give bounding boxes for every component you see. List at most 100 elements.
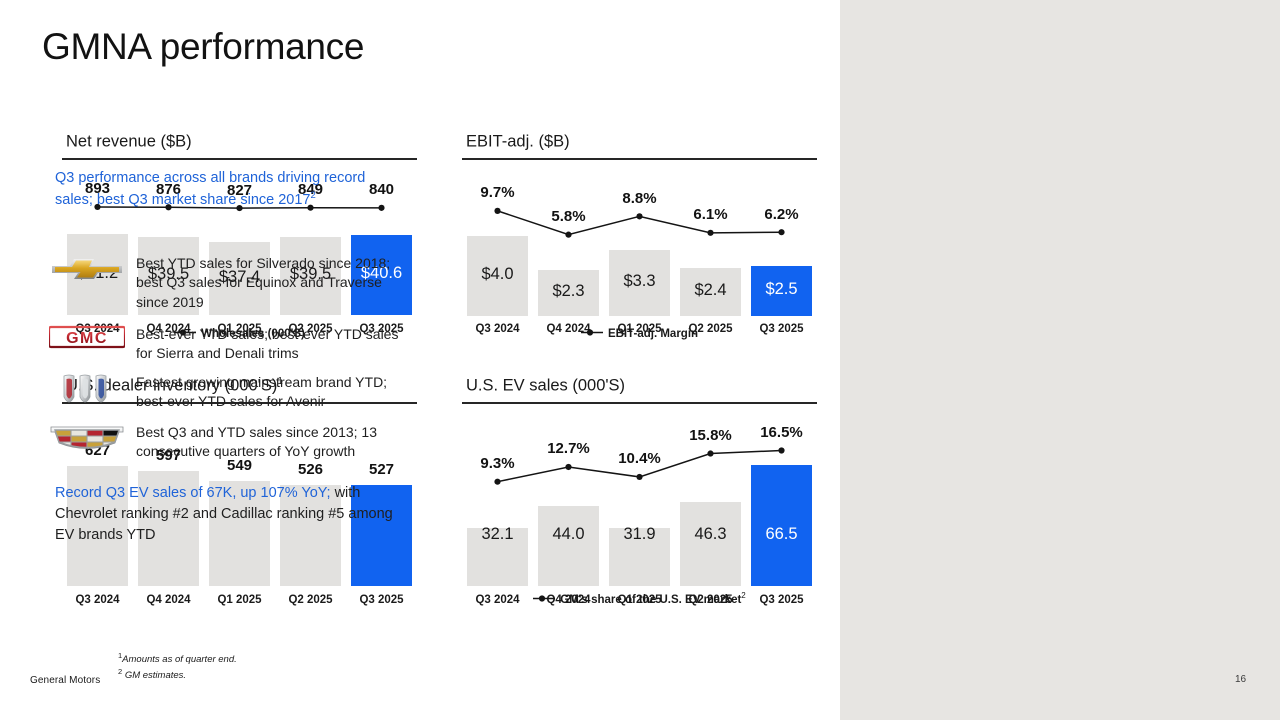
brand-text: Best-ever YTD sales; best-ever YTD sales… bbox=[136, 326, 399, 362]
bar-value-label: $40.6 bbox=[360, 264, 403, 283]
bar-ebit-adj-0 bbox=[467, 235, 528, 316]
bar-ebit-adj-3 bbox=[680, 267, 741, 316]
bar-ev-sales-4 bbox=[751, 465, 812, 587]
footnote-2: 2 GM estimates. bbox=[118, 667, 237, 683]
line-point-label: 827 bbox=[226, 181, 253, 199]
chart-title-text: U.S. dealer inventory (000'S) bbox=[66, 376, 278, 395]
bar-dealer-inventory-1 bbox=[138, 471, 199, 587]
bar-value-label: 44.0 bbox=[552, 524, 585, 543]
chart-dealer-inventory: U.S. dealer inventory (000'S)1 Q3 2024 62… bbox=[62, 376, 417, 606]
footnote-marker: 1 bbox=[118, 651, 123, 660]
category-label: Q3 2025 bbox=[359, 593, 404, 606]
page-title: GMNA performance bbox=[42, 26, 365, 67]
category-label: Q2 2025 bbox=[288, 322, 333, 335]
line-point-label: 9.7% bbox=[480, 184, 515, 202]
line-point-label: 8.8% bbox=[622, 189, 657, 207]
legend-marker-icon bbox=[174, 328, 197, 340]
sidebar-footer-note: Record Q3 EV sales of 67K, up 107% YoY; … bbox=[55, 483, 400, 546]
line-point-label: 9.3% bbox=[480, 455, 515, 473]
chart-title: EBIT-adj. ($B) bbox=[466, 132, 817, 152]
chart-plot-area: $4.0 Q3 2024 $2.3 Q4 2024 $3.3 Q1 2025 $2.4 Q2 … bbox=[462, 160, 817, 335]
bar-value-label: 66.5 bbox=[765, 524, 798, 543]
company-mark: General Motors bbox=[30, 675, 101, 686]
chart-legend: GM's share of the U.S. EV market2 bbox=[462, 591, 817, 606]
bar-top-label: 527 bbox=[368, 460, 395, 478]
chart-title-text: EBIT-adj. ($B) bbox=[466, 132, 570, 151]
brand-row-gmc: GMC Best-ever YTD sales; best-ever YTD s… bbox=[48, 325, 400, 364]
chart-plot-area: 32.1 Q3 2024 44.0 Q4 2024 31.9 Q1 2025 46.3 Q2 … bbox=[462, 404, 817, 606]
brand-text: Fastest growing mainstream brand YTD; be… bbox=[136, 374, 388, 410]
bar-dealer-inventory-2 bbox=[209, 480, 270, 587]
legend-label: Wholesales (000'S) bbox=[201, 328, 305, 341]
bar-dealer-inventory-0 bbox=[67, 465, 128, 587]
bar-value-label: $39.5 bbox=[289, 265, 332, 284]
legend-label: EBIT-adj. Margin bbox=[607, 328, 699, 341]
footnote-text: Amounts as of quarter end. bbox=[122, 654, 237, 666]
bar-net-revenue-2 bbox=[209, 241, 270, 316]
bar-value-label: 31.9 bbox=[623, 524, 656, 543]
category-label: Q1 2025 bbox=[217, 322, 262, 335]
page-number: 16 bbox=[1235, 674, 1247, 685]
buick-logo-icon bbox=[48, 373, 126, 413]
chart-ev-sales: U.S. EV sales (000'S) 32.1 Q3 2024 44.0 Q4 … bbox=[462, 376, 817, 606]
footnote-text: GM estimates. bbox=[124, 669, 187, 681]
bar-value-label: $37.4 bbox=[218, 267, 261, 286]
category-label: Q3 2025 bbox=[759, 322, 804, 335]
legend-sup: 2 bbox=[741, 591, 746, 600]
chevrolet-logo-icon bbox=[48, 254, 126, 280]
legend-label: GM's share of the U.S. EV market bbox=[560, 593, 742, 606]
bar-value-label: $3.3 bbox=[623, 271, 656, 290]
legend-marker-icon bbox=[533, 594, 556, 606]
line-point-label: 6.1% bbox=[693, 206, 728, 224]
bar-net-revenue-4 bbox=[351, 235, 412, 316]
brand-row-buick: Fastest growing mainstream brand YTD; be… bbox=[48, 373, 400, 413]
bar-value-label: $2.3 bbox=[552, 281, 585, 300]
brand-row-chevrolet: Best YTD sales for Silverado since 2018;… bbox=[48, 254, 400, 312]
sidebar-headline: Q3 performance across all brands driving… bbox=[55, 168, 395, 211]
category-label: Q2 2025 bbox=[688, 322, 733, 335]
bar-value-label: $39.5 bbox=[147, 265, 190, 284]
brand-row-cadillac: Best Q3 and YTD sales since 2013; 13 con… bbox=[48, 423, 400, 462]
category-label: Q2 2025 bbox=[288, 593, 333, 606]
line-point-label: 12.7% bbox=[547, 440, 590, 458]
bar-top-label: 526 bbox=[297, 461, 324, 479]
bar-top-label: 597 bbox=[155, 447, 182, 465]
bar-value-label: $4.0 bbox=[481, 264, 514, 283]
category-label: Q4 2024 bbox=[546, 322, 591, 335]
line-point-label: 849 bbox=[297, 181, 324, 199]
bar-dealer-inventory-4 bbox=[351, 484, 412, 587]
category-label: Q4 2024 bbox=[146, 322, 191, 335]
line-point-label: 10.4% bbox=[618, 450, 661, 468]
line-point-label: 893 bbox=[84, 180, 111, 198]
category-label: Q3 2025 bbox=[359, 322, 404, 335]
bar-dealer-inventory-3 bbox=[280, 485, 341, 587]
footnote-1: 1Amounts as of quarter end. bbox=[118, 651, 237, 667]
category-label: Q3 2024 bbox=[75, 322, 120, 335]
brand-text: Best Q3 and YTD sales since 2013; 13 con… bbox=[136, 424, 377, 460]
bar-ev-sales-3 bbox=[680, 502, 741, 587]
category-label: Q1 2025 bbox=[617, 322, 662, 335]
bar-net-revenue-1 bbox=[138, 237, 199, 316]
category-label: Q3 2025 bbox=[759, 593, 804, 606]
footnote-marker: 2 bbox=[118, 666, 123, 676]
bar-net-revenue-3 bbox=[280, 237, 341, 316]
svg-text:GMC: GMC bbox=[66, 330, 108, 347]
bar-value-label: $2.4 bbox=[694, 280, 727, 299]
category-label: Q3 2024 bbox=[475, 322, 520, 335]
bar-value-label: 32.1 bbox=[481, 524, 514, 543]
bar-value-label: $2.5 bbox=[765, 279, 798, 298]
chart-legend: Wholesales (000'S) bbox=[62, 328, 417, 340]
category-label: Q4 2024 bbox=[546, 593, 591, 606]
chart-title: U.S. dealer inventory (000'S)1 bbox=[66, 376, 417, 396]
footnotes: 1Amounts as of quarter end. 2 GM estimat… bbox=[118, 651, 237, 682]
line-point-label: 6.2% bbox=[764, 205, 799, 223]
chart-rule bbox=[462, 157, 817, 160]
line-point-label: 840 bbox=[368, 181, 395, 199]
category-label: Q1 2025 bbox=[217, 593, 262, 606]
chart-rule bbox=[62, 401, 417, 404]
chart-title: Net revenue ($B) bbox=[66, 132, 417, 152]
line-point-label: 15.8% bbox=[689, 427, 732, 445]
chart-ebit-adj: EBIT-adj. ($B) $4.0 Q3 2024 $2.3 Q4 2024 $3.… bbox=[462, 132, 817, 340]
category-label: Q3 2024 bbox=[475, 593, 520, 606]
